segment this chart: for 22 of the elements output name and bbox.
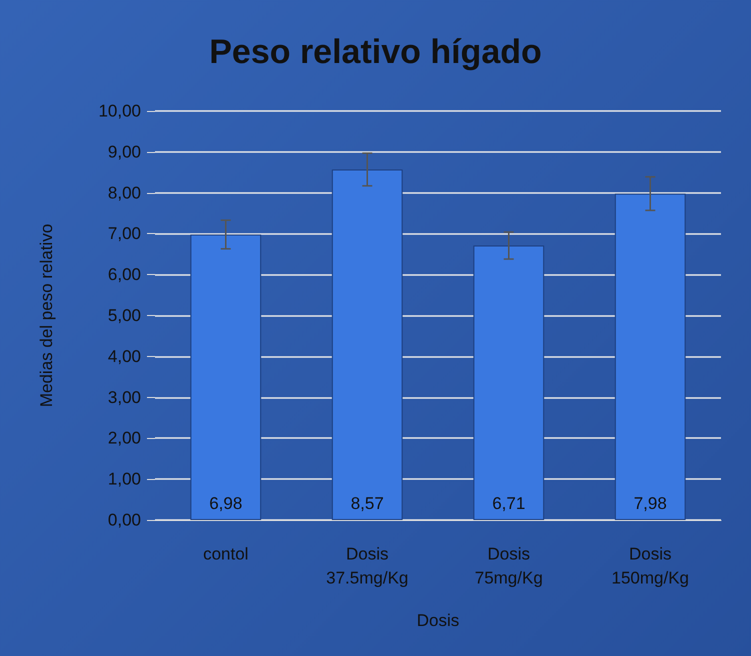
chart-title: Peso relativo hígado — [209, 33, 542, 71]
y-tick-label: 2,00 — [108, 428, 141, 448]
y-tick-label: 9,00 — [108, 142, 141, 162]
x-tick-label: Dosis 75mg/Kg — [474, 544, 543, 588]
x-tick-label: contol — [203, 544, 248, 564]
x-axis-title: Dosis — [416, 611, 460, 630]
data-label: 7,98 — [634, 494, 667, 513]
x-tick-label: Dosis 150mg/Kg — [612, 544, 689, 588]
y-tick-label: 4,00 — [108, 346, 141, 366]
y-tick-label: 1,00 — [108, 470, 141, 489]
y-tick-label: 6,00 — [108, 265, 141, 284]
y-tick-label: 0,00 — [108, 510, 141, 530]
y-tick-label: 5,00 — [108, 306, 141, 325]
data-label: 6,98 — [209, 494, 242, 513]
y-tick-label: 10,00 — [98, 102, 141, 120]
data-label: 6,71 — [492, 494, 526, 513]
y-tick-label: 3,00 — [108, 388, 141, 407]
data-label: 8,57 — [350, 494, 384, 513]
y-axis-title: Medias del peso relativo — [37, 224, 56, 408]
y-tick-label: 8,00 — [108, 183, 141, 202]
x-tick-label: Dosis 37.5mg/Kg — [326, 544, 408, 588]
y-tick-label: 7,00 — [108, 224, 141, 244]
